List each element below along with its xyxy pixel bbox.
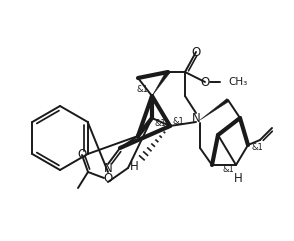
Text: O: O [103, 172, 113, 185]
Polygon shape [200, 99, 229, 120]
Text: CH₃: CH₃ [228, 77, 247, 87]
Text: &1: &1 [251, 143, 263, 153]
Text: &1: &1 [172, 118, 184, 127]
Polygon shape [152, 71, 170, 96]
Text: O: O [77, 148, 87, 161]
Text: H: H [130, 160, 138, 173]
Text: N: N [192, 112, 201, 125]
Text: N: N [103, 161, 112, 174]
Text: &1: &1 [222, 166, 234, 174]
Text: H: H [234, 172, 242, 185]
Text: &1: &1 [154, 119, 166, 127]
Text: O: O [191, 46, 201, 59]
Text: &1: &1 [136, 86, 148, 94]
Text: O: O [201, 75, 210, 88]
